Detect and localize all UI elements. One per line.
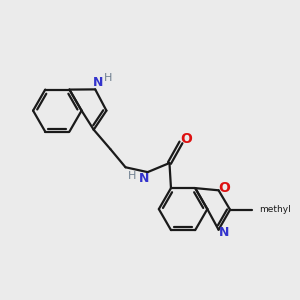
Text: N: N [219,226,229,239]
Text: H: H [104,74,112,83]
Text: H: H [128,171,137,181]
Text: N: N [139,172,149,185]
Text: O: O [218,181,230,195]
Text: N: N [93,76,104,89]
Text: methyl: methyl [260,205,291,214]
Text: O: O [180,132,192,146]
